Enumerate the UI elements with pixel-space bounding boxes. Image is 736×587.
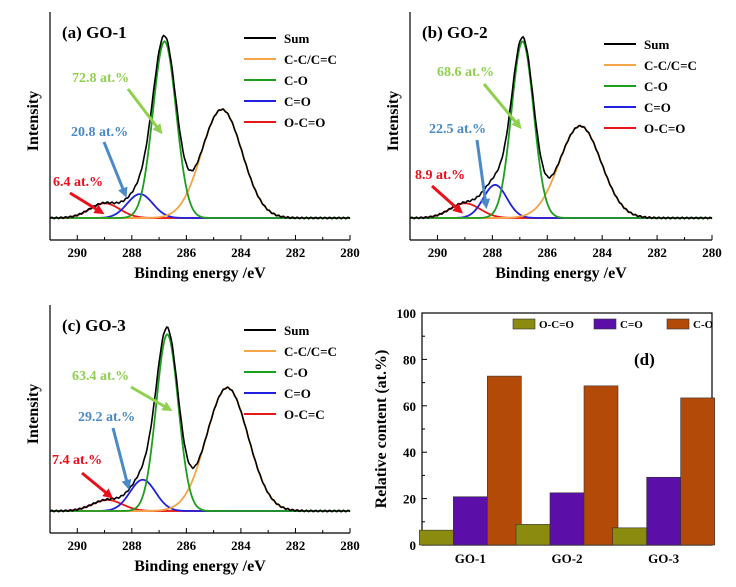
panel-title: (c) GO-3 [62, 316, 126, 335]
x-tick-label: 286 [538, 245, 558, 260]
co-annotation: 63.4 at.% [72, 369, 129, 384]
legend-label: C=O [284, 94, 311, 109]
oceo-annotation-arrow [69, 191, 105, 215]
legend-swatch [593, 318, 617, 330]
component-curve-co [410, 184, 712, 219]
panel-title: (d) [634, 350, 655, 369]
legend-label: C-C/C=C [284, 344, 337, 359]
legend-label: Sum [284, 31, 309, 46]
x-tick-label: 290 [68, 245, 88, 260]
xps-panel-c: 290 288 286 284 282 280 Binding energy /eV Inte… [25, 305, 360, 575]
legend-swatch [666, 318, 690, 330]
y-tick-label: 80 [403, 352, 416, 367]
panel-title: (a) GO-1 [62, 23, 127, 42]
sum-curve [49, 326, 351, 513]
legend-swatch [512, 318, 536, 330]
oceo-annotation: 6.4 at.% [53, 175, 103, 190]
x-tick-label: 286 [177, 538, 197, 553]
legend-label: C=O [644, 100, 671, 115]
x-axis-label: Binding energy /eV [134, 558, 266, 575]
co-annotation-arrow [130, 385, 173, 412]
ceo-annotation-arrow [102, 141, 128, 198]
y-axis-label: Intensity [25, 384, 42, 444]
co-annotation: 72.8 at.% [72, 71, 129, 86]
bar-go-2-co [583, 385, 619, 546]
legend-label: O-C=O [539, 319, 574, 331]
x-tick-label: GO-2 [551, 551, 582, 566]
bar-panel-d: 0 20 40 60 80 100 Relative content (at.%) (d) GO… [373, 306, 715, 566]
y-tick-label: 20 [403, 492, 416, 507]
bar-go-1-co [453, 496, 488, 546]
co-annotation-arrow [126, 88, 163, 135]
legend-label: C=O [620, 319, 643, 331]
x-tick-label: 280 [702, 245, 722, 260]
bar-go-3-oco [612, 527, 647, 546]
x-tick-label: 290 [428, 245, 448, 260]
x-tick-label: 284 [592, 245, 612, 260]
legend-label: O-C=O [284, 115, 325, 130]
x-tick-label: 286 [177, 245, 197, 260]
x-tick-label: 284 [231, 245, 251, 260]
ceo-annotation-arrow [475, 139, 491, 209]
legend-label: C-O [284, 73, 308, 88]
legend-label: C-C/C=C [284, 52, 337, 67]
y-tick-label: 100 [397, 306, 417, 321]
ceo-annotation: 22.5 at.% [429, 122, 486, 137]
ceo-annotation-arrow [111, 427, 132, 490]
y-axis-label: Intensity [385, 91, 402, 151]
legend-label: O-C=O [644, 121, 685, 136]
bar-go-2-co [549, 492, 585, 546]
legend-label: C-O [693, 319, 714, 331]
legend-label: C-O [284, 365, 308, 380]
ceo-annotation: 29.2 at.% [78, 410, 135, 425]
y-axis-label: Intensity [25, 91, 42, 151]
xps-panel-b: 290 288 286 284 282 280 Binding energy /eV Inte… [385, 12, 722, 282]
legend: Sum C-C/C=C C-O C=O O-C=O [604, 37, 697, 136]
x-tick-label: 282 [286, 538, 306, 553]
co-annotation-arrow [482, 83, 522, 130]
x-tick-label: 290 [68, 538, 88, 553]
x-tick-label: 282 [286, 245, 306, 260]
legend-label: Sum [644, 37, 669, 52]
bar-go-1-co [487, 375, 522, 546]
oceo-annotation-arrow [431, 184, 463, 214]
oceo-annotation: 8.9 at.% [415, 168, 465, 183]
co-annotation: 68.6 at.% [437, 65, 494, 80]
x-tick-label: 288 [122, 538, 142, 553]
bar-go-3-co [680, 397, 715, 546]
sum-curve [49, 34, 351, 220]
legend-label: C=O [284, 386, 311, 401]
x-tick-label: 288 [122, 245, 142, 260]
x-tick-label: 282 [647, 245, 667, 260]
legend: Sum C-C/C=C C-O C=O O-C=O [244, 31, 337, 130]
bar-legend: O-C=O C=O C-O [512, 318, 714, 331]
x-axis-label: Binding energy /eV [134, 265, 266, 282]
xps-panel-a: 290 288 286 284 282 280 Binding energy /eV Inte… [25, 12, 360, 282]
x-tick-label: 280 [340, 245, 360, 260]
oceo-annotation: 7.4 at.% [52, 453, 102, 468]
y-axis-label: Relative content (at.%) [373, 350, 390, 509]
x-tick-label: 284 [231, 538, 251, 553]
panel-title: (b) GO-2 [422, 23, 488, 42]
x-tick-label: GO-1 [455, 551, 486, 566]
x-tick-label: 280 [340, 538, 360, 553]
ceo-annotation: 20.8 at.% [71, 125, 128, 140]
y-tick-label: 40 [403, 445, 416, 460]
legend-label: C-C/C=C [644, 58, 697, 73]
legend: Sum C-C/C=C C-O C=O O-C=C [244, 323, 337, 422]
legend-label: C-O [644, 79, 668, 94]
x-tick-label: GO-3 [648, 551, 680, 566]
bar-go-2-oco [515, 524, 551, 546]
x-axis-label: Binding energy /eV [495, 265, 627, 282]
legend-label: Sum [284, 323, 309, 338]
y-tick-label: 60 [403, 399, 416, 414]
x-tick-label: 288 [483, 245, 503, 260]
y-tick-label: 0 [410, 538, 417, 553]
bar-go-1-oco [419, 529, 454, 546]
bar-go-3-co [646, 476, 681, 546]
oceo-annotation-arrow [81, 471, 114, 499]
legend-label: O-C=C [284, 407, 325, 422]
